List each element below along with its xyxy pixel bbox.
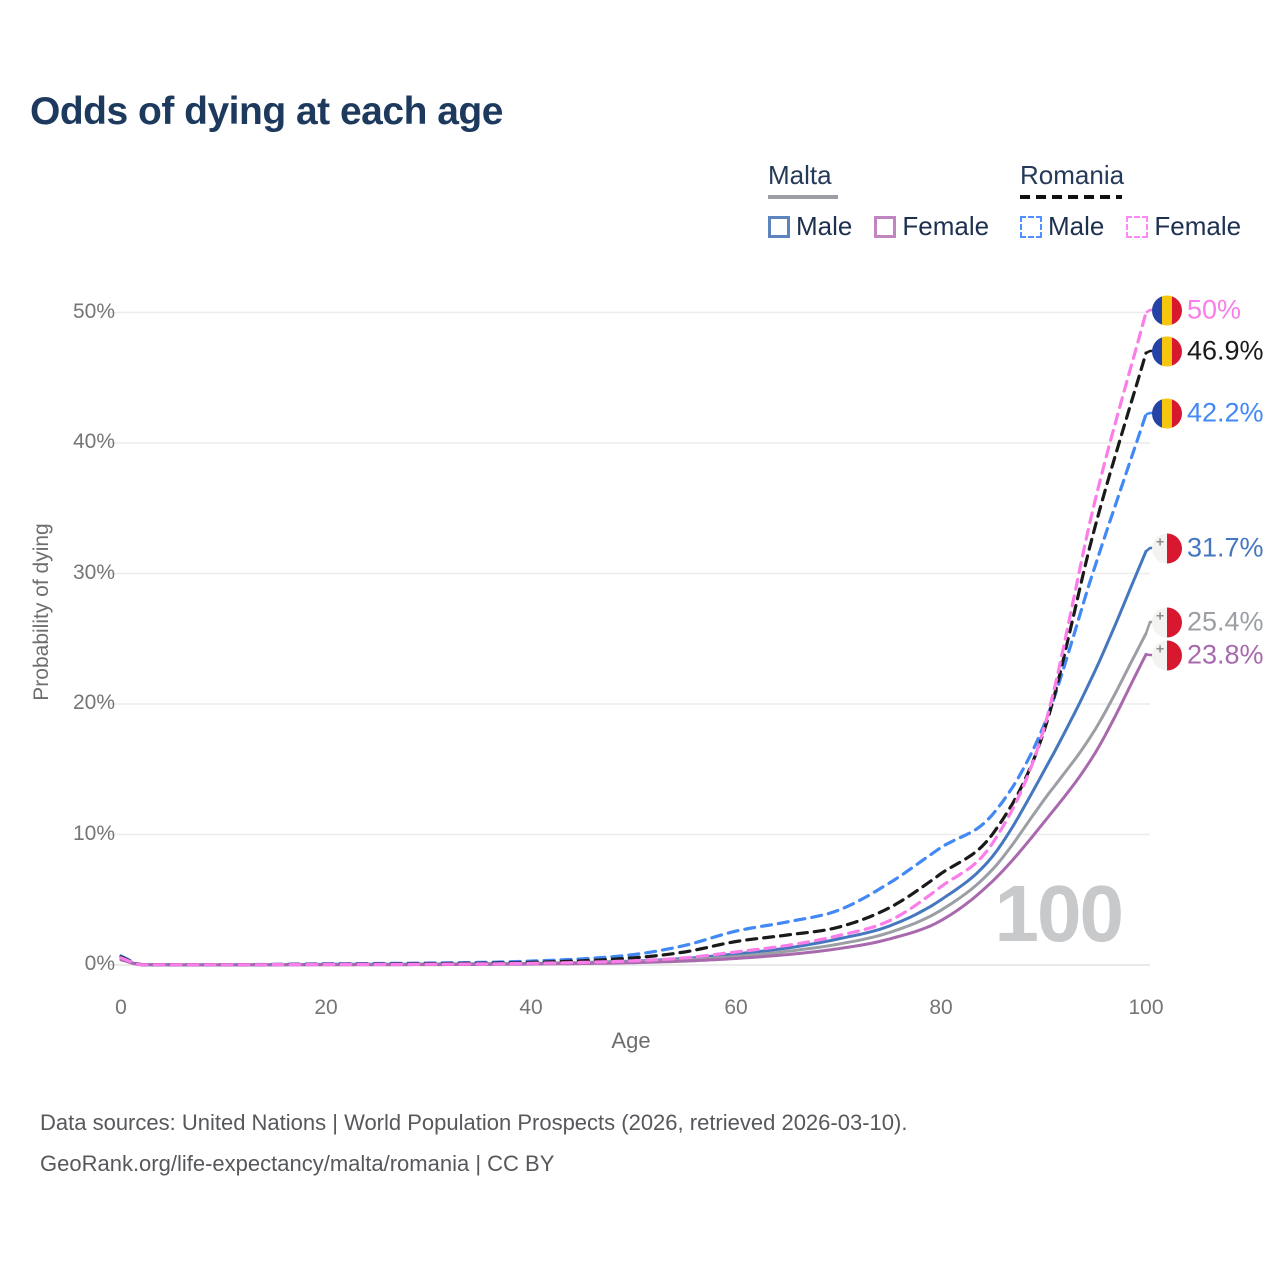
malta-flag-icon: +: [1152, 533, 1182, 563]
legend-item-romania-female[interactable]: Female: [1126, 211, 1241, 242]
legend-label: Female: [1154, 211, 1242, 241]
romania-flag-icon: [1152, 295, 1182, 325]
value-label-romania-both: 46.9%: [1152, 336, 1264, 367]
malta-cross-icon: +: [1156, 640, 1165, 656]
current-age-watermark: 100: [994, 869, 1124, 958]
value-label-romania-female: 50%: [1152, 295, 1241, 326]
malta-male-swatch[interactable]: [768, 215, 790, 238]
malta-solid-line-sample: [768, 195, 838, 199]
legend-item-romania-male[interactable]: Male: [1020, 211, 1104, 242]
y-tick-label: 50%: [72, 299, 115, 323]
legend-label: Female: [902, 211, 990, 241]
malta-cross-icon: +: [1156, 607, 1165, 623]
page-title: Odds of dying at each age: [30, 90, 503, 133]
romania-female-swatch[interactable]: [1126, 215, 1149, 238]
y-tick-label: 30%: [72, 560, 115, 584]
legend-label: Male: [796, 211, 853, 241]
x-tick-label: 60: [724, 996, 748, 1019]
end-value-text: 25.4%: [1187, 606, 1264, 637]
malta-flag-icon: +: [1152, 607, 1182, 637]
end-value-text: 46.9%: [1187, 335, 1264, 366]
x-tick-label: 0: [115, 996, 127, 1019]
malta-cross-icon: +: [1156, 533, 1165, 549]
romania-male-swatch[interactable]: [1020, 215, 1042, 238]
legend-item-malta-female[interactable]: Female: [874, 211, 989, 242]
value-label-romania-male: 42.2%: [1152, 398, 1264, 429]
value-label-malta-female: + 23.8%: [1152, 640, 1264, 671]
footer-line-1: Data sources: United Nations | World Pop…: [40, 1110, 908, 1135]
y-axis-title: Probability of dying: [30, 523, 53, 701]
end-value-text: 42.2%: [1187, 397, 1264, 428]
x-tick-label: 100: [1128, 996, 1164, 1019]
malta-female-swatch[interactable]: [874, 215, 897, 238]
end-value-text: 50%: [1187, 294, 1242, 325]
legend-group-malta: Malta Male Female: [768, 160, 1011, 242]
malta-flag-icon: +: [1152, 640, 1182, 670]
x-tick-label: 40: [519, 996, 543, 1019]
y-tick-label: 0%: [84, 952, 115, 975]
romania-flag-icon: [1152, 398, 1182, 428]
footer-line-2: GeoRank.org/life-expectancy/malta/romani…: [40, 1151, 555, 1176]
x-axis-title: Age: [611, 1028, 651, 1053]
legend-group-romania: Romania Male Female: [1020, 160, 1263, 242]
legend-header-romania: Romania: [1020, 160, 1125, 190]
data-source-footer: Data sources: United Nations | World Pop…: [40, 1102, 907, 1184]
x-tick-label: 20: [314, 996, 338, 1019]
end-value-text: 23.8%: [1187, 639, 1264, 670]
value-label-malta-male: + 31.7%: [1152, 533, 1264, 564]
legend-label: Male: [1048, 211, 1105, 241]
romania-flag-icon: [1152, 336, 1182, 366]
value-label-malta-both: + 25.4%: [1152, 607, 1264, 638]
y-tick-label: 10%: [72, 821, 115, 845]
legend-header-malta: Malta: [768, 160, 832, 190]
legend-item-malta-male[interactable]: Male: [768, 211, 852, 242]
y-tick-label: 40%: [72, 430, 115, 453]
end-value-text: 31.7%: [1187, 532, 1264, 563]
x-tick-label: 80: [929, 996, 953, 1019]
romania-dashed-line-sample: [1020, 195, 1122, 199]
y-tick-label: 20%: [72, 691, 115, 714]
